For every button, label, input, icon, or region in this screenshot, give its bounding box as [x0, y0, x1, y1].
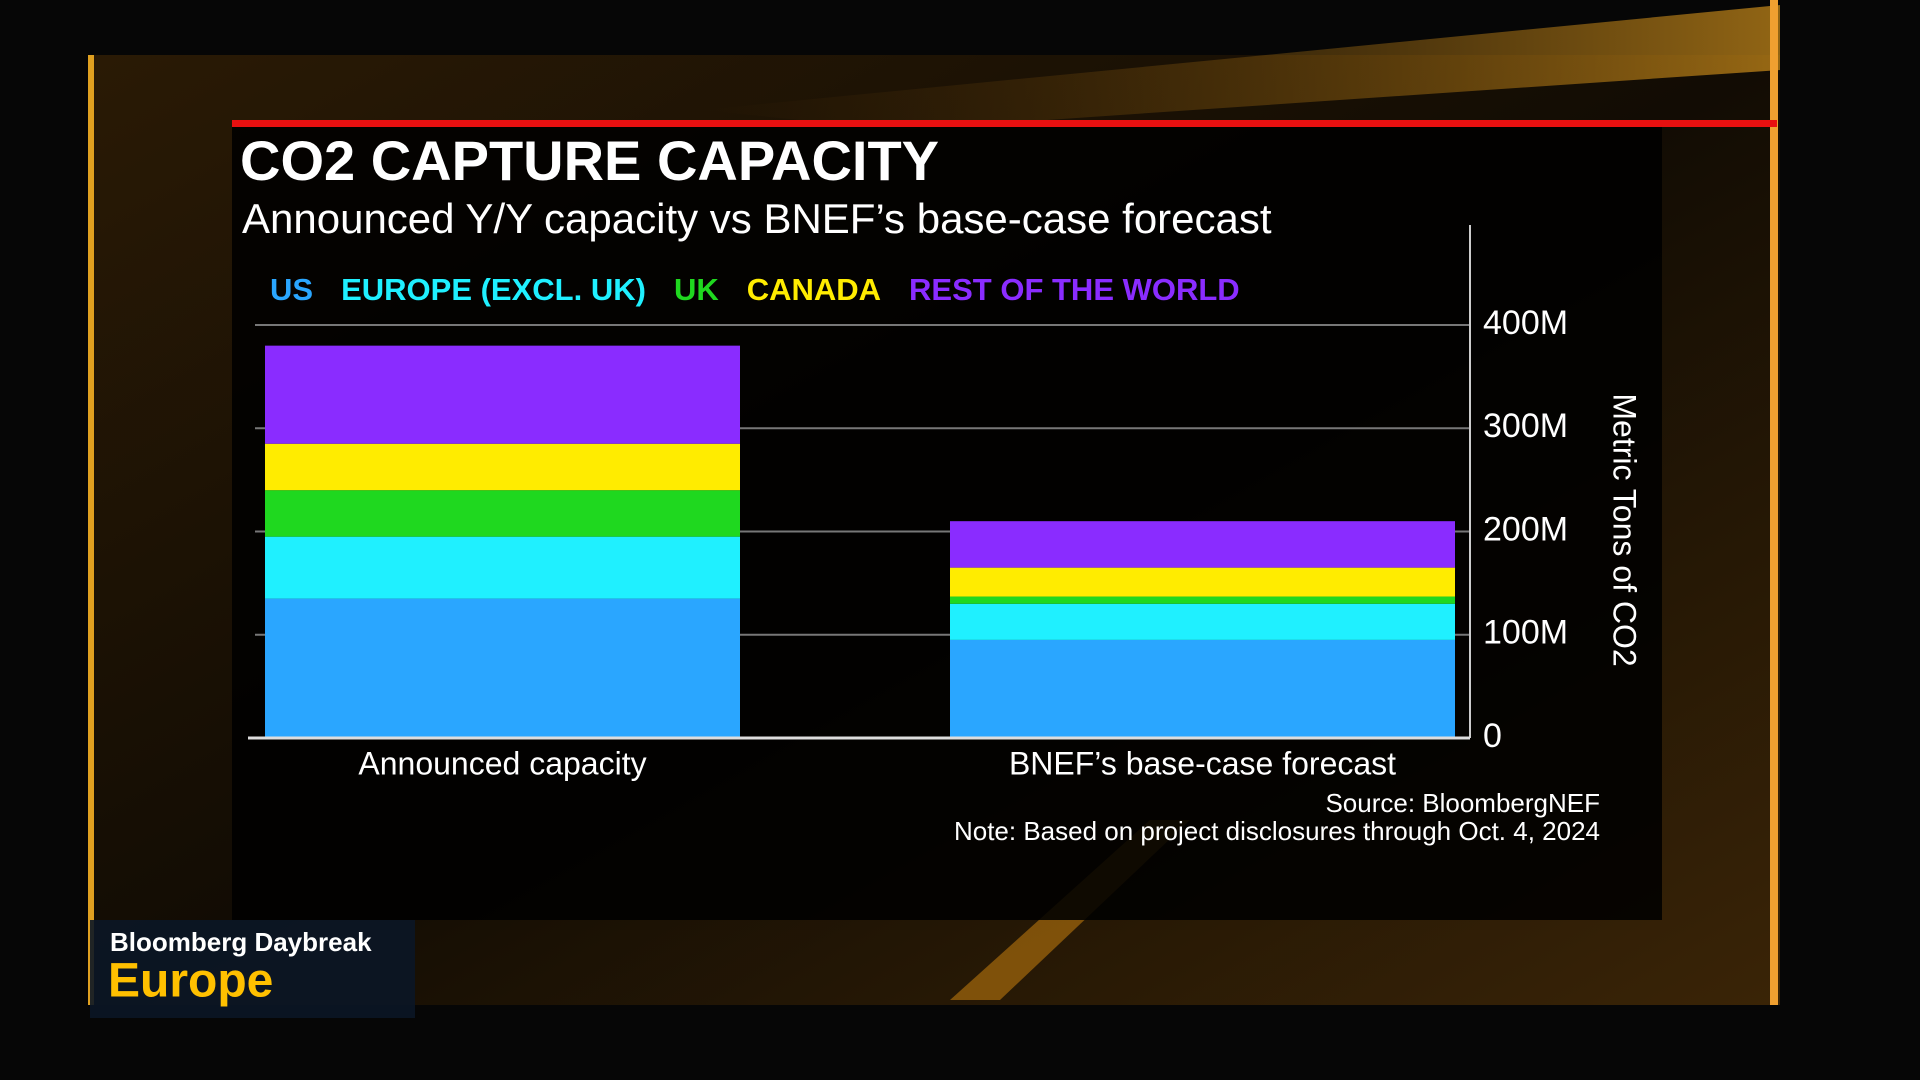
bar-segment: [950, 596, 1455, 604]
note: Note: Based on project disclosures throu…: [954, 816, 1600, 846]
chart-subtitle: Announced Y/Y capacity vs BNEF’s base-ca…: [242, 195, 1272, 242]
legend-entry: EUROPE (EXCL. UK): [341, 272, 646, 307]
y-tick-label: 0: [1483, 717, 1502, 755]
screen-edge: [88, 55, 94, 1005]
y-tick-label: 200M: [1483, 510, 1568, 548]
legend-entry: REST OF THE WORLD: [909, 272, 1240, 307]
bar-segment: [265, 345, 740, 444]
branding-box: [90, 920, 415, 1018]
x-tick-label: BNEF’s base-case forecast: [1009, 745, 1396, 781]
legend-entry: CANADA: [747, 272, 881, 307]
bar-segment: [950, 639, 1455, 738]
bar-segment: [950, 521, 1455, 568]
screen-edge: [1770, 0, 1778, 1005]
bar-segment: [265, 598, 740, 738]
chart-title: CO2 CAPTURE CAPACITY: [240, 129, 939, 192]
bar-segment: [265, 490, 740, 537]
y-tick-label: 400M: [1483, 304, 1568, 342]
light-streak: [700, 5, 1780, 130]
show-edition: Europe: [108, 955, 273, 1008]
y-tick-label: 300M: [1483, 407, 1568, 445]
bar-segment: [265, 536, 740, 599]
bar-segment: [950, 603, 1455, 640]
bar-segment: [265, 443, 740, 491]
x-tick-label: Announced capacity: [358, 745, 646, 781]
legend-entry: US: [270, 272, 313, 307]
bar-segment: [950, 567, 1455, 597]
y-tick-label: 100M: [1483, 614, 1568, 652]
show-name: Bloomberg Daybreak: [110, 927, 372, 957]
accent-line: [232, 120, 1777, 127]
source: Source: BloombergNEF: [1325, 788, 1600, 818]
y-axis-label: Metric Tons of CO2: [1607, 393, 1643, 666]
legend-entry: UK: [674, 272, 719, 307]
